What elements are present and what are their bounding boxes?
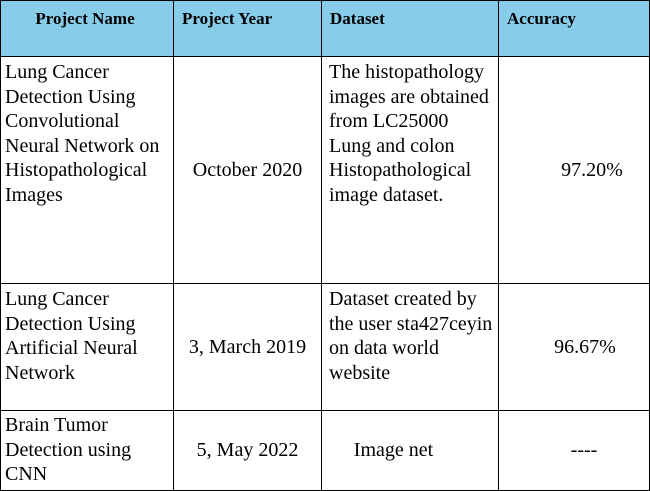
accuracy-value: 96.67% — [554, 335, 616, 358]
header-row: Project Name Project Year Dataset Accura… — [0, 0, 650, 57]
accuracy-cell: 97.20% — [498, 56, 650, 284]
header-dataset: Dataset — [321, 0, 499, 57]
accuracy-cell: 96.67% — [498, 283, 650, 411]
dataset-cell: The histopathology images are obtained f… — [321, 56, 499, 284]
table-row: Lung Cancer Detection Using Convolutiona… — [0, 56, 650, 284]
project-year-cell: October 2020 — [173, 56, 322, 284]
dataset-cell: Dataset created by the user sta427ceyin … — [321, 283, 499, 411]
table-row: Lung Cancer Detection Using Artificial N… — [0, 283, 650, 411]
project-year-cell: 5, May 2022 — [173, 410, 322, 491]
project-name-cell: Lung Cancer Detection Using Convolutiona… — [0, 56, 174, 284]
project-year-cell: 3, March 2019 — [173, 283, 322, 411]
table-row: Brain Tumor Detection using CNN 5, May 2… — [0, 410, 650, 491]
project-name-cell: Lung Cancer Detection Using Artificial N… — [0, 283, 174, 411]
header-accuracy: Accuracy — [498, 0, 650, 57]
dataset-cell: Image net — [321, 410, 499, 491]
header-project-name: Project Name — [0, 0, 174, 57]
project-name-cell: Brain Tumor Detection using CNN — [0, 410, 174, 491]
table-body: Lung Cancer Detection Using Convolutiona… — [0, 56, 650, 491]
header-project-year: Project Year — [173, 0, 322, 57]
table-header: Project Name Project Year Dataset Accura… — [0, 0, 650, 57]
accuracy-value: ---- — [570, 439, 598, 462]
accuracy-cell: ---- — [498, 410, 650, 491]
accuracy-value: 97.20% — [561, 158, 623, 181]
